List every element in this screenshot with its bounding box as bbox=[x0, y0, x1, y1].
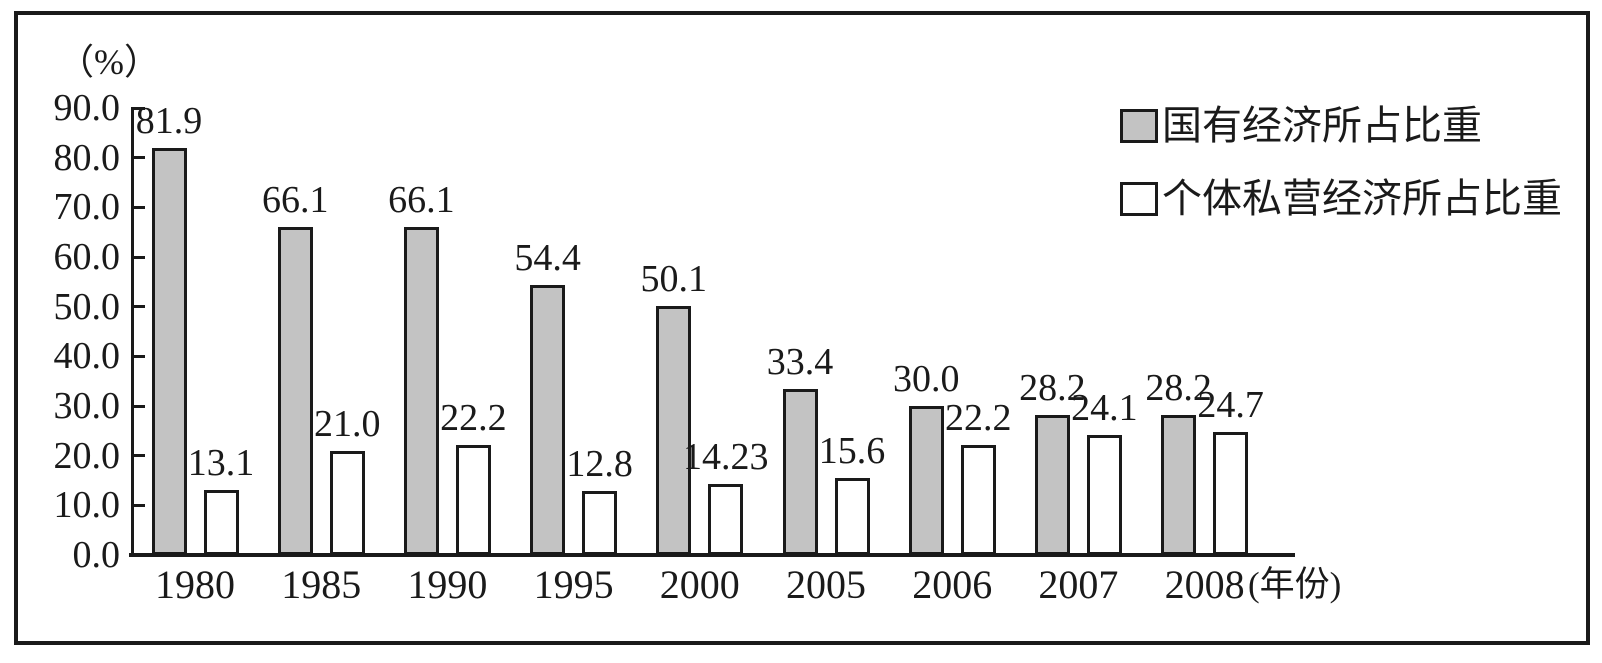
value-label-private-1980: 13.1 bbox=[187, 441, 255, 484]
y-tick-label-30.0: 30.0 bbox=[53, 385, 121, 427]
value-label-private-1995: 12.8 bbox=[566, 443, 633, 486]
y-tick-mark-70.0 bbox=[131, 205, 145, 209]
bar-state-owned-1980 bbox=[151, 148, 187, 555]
legend-label-state-owned: 国有经济所占比重 bbox=[1162, 103, 1482, 148]
bar-private-2000 bbox=[708, 484, 744, 555]
y-tick-label-40.0: 40.0 bbox=[53, 335, 121, 378]
value-label-state-owned-2006: 30.0 bbox=[892, 358, 960, 400]
bar-private-2007 bbox=[1086, 435, 1122, 555]
bar-private-2005 bbox=[834, 477, 870, 555]
bar-state-owned-2008 bbox=[1161, 414, 1197, 555]
x-tick-label-2005: 2005 bbox=[786, 562, 866, 607]
value-label-private-2005: 15.6 bbox=[818, 429, 886, 472]
y-tick-label-0.0: 0.0 bbox=[72, 534, 121, 576]
value-label-state-owned-1990: 66.1 bbox=[388, 178, 455, 221]
legend: 国有经济所占比重 个体私营经济所占比重 bbox=[1120, 103, 1562, 249]
value-label-private-2000: 14.23 bbox=[683, 436, 769, 479]
legend-swatch-private bbox=[1120, 182, 1158, 216]
x-tick-label-2006: 2006 bbox=[912, 562, 993, 607]
bar-state-owned-2007 bbox=[1034, 414, 1070, 555]
value-label-private-2006: 22.2 bbox=[944, 396, 1012, 439]
y-tick-mark-80.0 bbox=[131, 156, 145, 160]
y-axis-line bbox=[131, 108, 134, 557]
figure-border-frame bbox=[14, 11, 1590, 645]
legend-item-state-owned: 国有经济所占比重 bbox=[1120, 103, 1562, 149]
x-tick-label-1995: 1995 bbox=[533, 562, 614, 607]
bar-state-owned-1985 bbox=[277, 226, 313, 555]
value-label-state-owned-1985: 66.1 bbox=[261, 178, 329, 221]
value-label-private-1985: 21.0 bbox=[313, 402, 381, 445]
y-tick-mark-50.0 bbox=[131, 305, 145, 309]
y-tick-label-60.0: 60.0 bbox=[53, 236, 121, 278]
value-label-private-1990: 22.2 bbox=[440, 396, 507, 439]
legend-item-private: 个体私营经济所占比重 bbox=[1120, 176, 1562, 222]
bar-state-owned-1995 bbox=[530, 284, 566, 555]
y-tick-mark-10.0 bbox=[131, 503, 145, 507]
value-label-state-owned-2008: 28.2 bbox=[1145, 366, 1212, 409]
y-axis-unit-label: （%） bbox=[58, 42, 160, 82]
legend-swatch-state-owned bbox=[1120, 109, 1158, 143]
x-tick-label-1980: 1980 bbox=[155, 562, 235, 607]
y-tick-label-90.0: 90.0 bbox=[53, 87, 121, 129]
x-axis-unit-label: (年份) bbox=[1248, 565, 1342, 604]
y-tick-label-20.0: 20.0 bbox=[53, 434, 121, 477]
bar-state-owned-2005 bbox=[782, 389, 818, 555]
y-tick-label-50.0: 50.0 bbox=[53, 285, 121, 328]
bar-private-1990 bbox=[455, 444, 491, 555]
value-label-state-owned-1995: 54.4 bbox=[514, 236, 581, 279]
bar-state-owned-1990 bbox=[403, 226, 439, 555]
x-tick-label-1990: 1990 bbox=[407, 562, 488, 607]
bar-state-owned-2006 bbox=[908, 406, 944, 555]
y-tick-label-70.0: 70.0 bbox=[53, 186, 121, 229]
bar-private-1980 bbox=[203, 489, 239, 555]
x-axis-line bbox=[129, 553, 1295, 557]
x-tick-label-2008: 2008 bbox=[1164, 562, 1245, 607]
value-label-state-owned-1980: 81.9 bbox=[135, 100, 203, 143]
value-label-private-2007: 24.1 bbox=[1071, 387, 1138, 430]
y-tick-mark-30.0 bbox=[131, 404, 145, 408]
y-tick-label-10.0: 10.0 bbox=[53, 484, 121, 527]
x-tick-label-1985: 1985 bbox=[281, 562, 362, 607]
value-label-state-owned-2007: 28.2 bbox=[1019, 366, 1086, 409]
bar-private-2008 bbox=[1213, 432, 1249, 555]
y-tick-mark-20.0 bbox=[131, 454, 145, 458]
y-tick-label-80.0: 80.0 bbox=[53, 136, 121, 179]
bar-private-2006 bbox=[960, 444, 996, 555]
y-tick-mark-90.0 bbox=[131, 106, 145, 110]
legend-label-private: 个体私营经济所占比重 bbox=[1162, 176, 1562, 221]
x-tick-label-2007: 2007 bbox=[1038, 562, 1119, 607]
value-label-private-2008: 24.7 bbox=[1197, 384, 1264, 427]
bar-private-1985 bbox=[329, 450, 365, 555]
value-label-state-owned-2000: 50.1 bbox=[640, 258, 708, 301]
bar-state-owned-2000 bbox=[656, 306, 692, 555]
y-tick-mark-60.0 bbox=[131, 255, 145, 259]
x-tick-label-2000: 2000 bbox=[659, 562, 740, 607]
bar-private-1995 bbox=[582, 491, 618, 555]
value-label-state-owned-2005: 33.4 bbox=[766, 341, 834, 384]
y-tick-mark-40.0 bbox=[131, 354, 145, 358]
